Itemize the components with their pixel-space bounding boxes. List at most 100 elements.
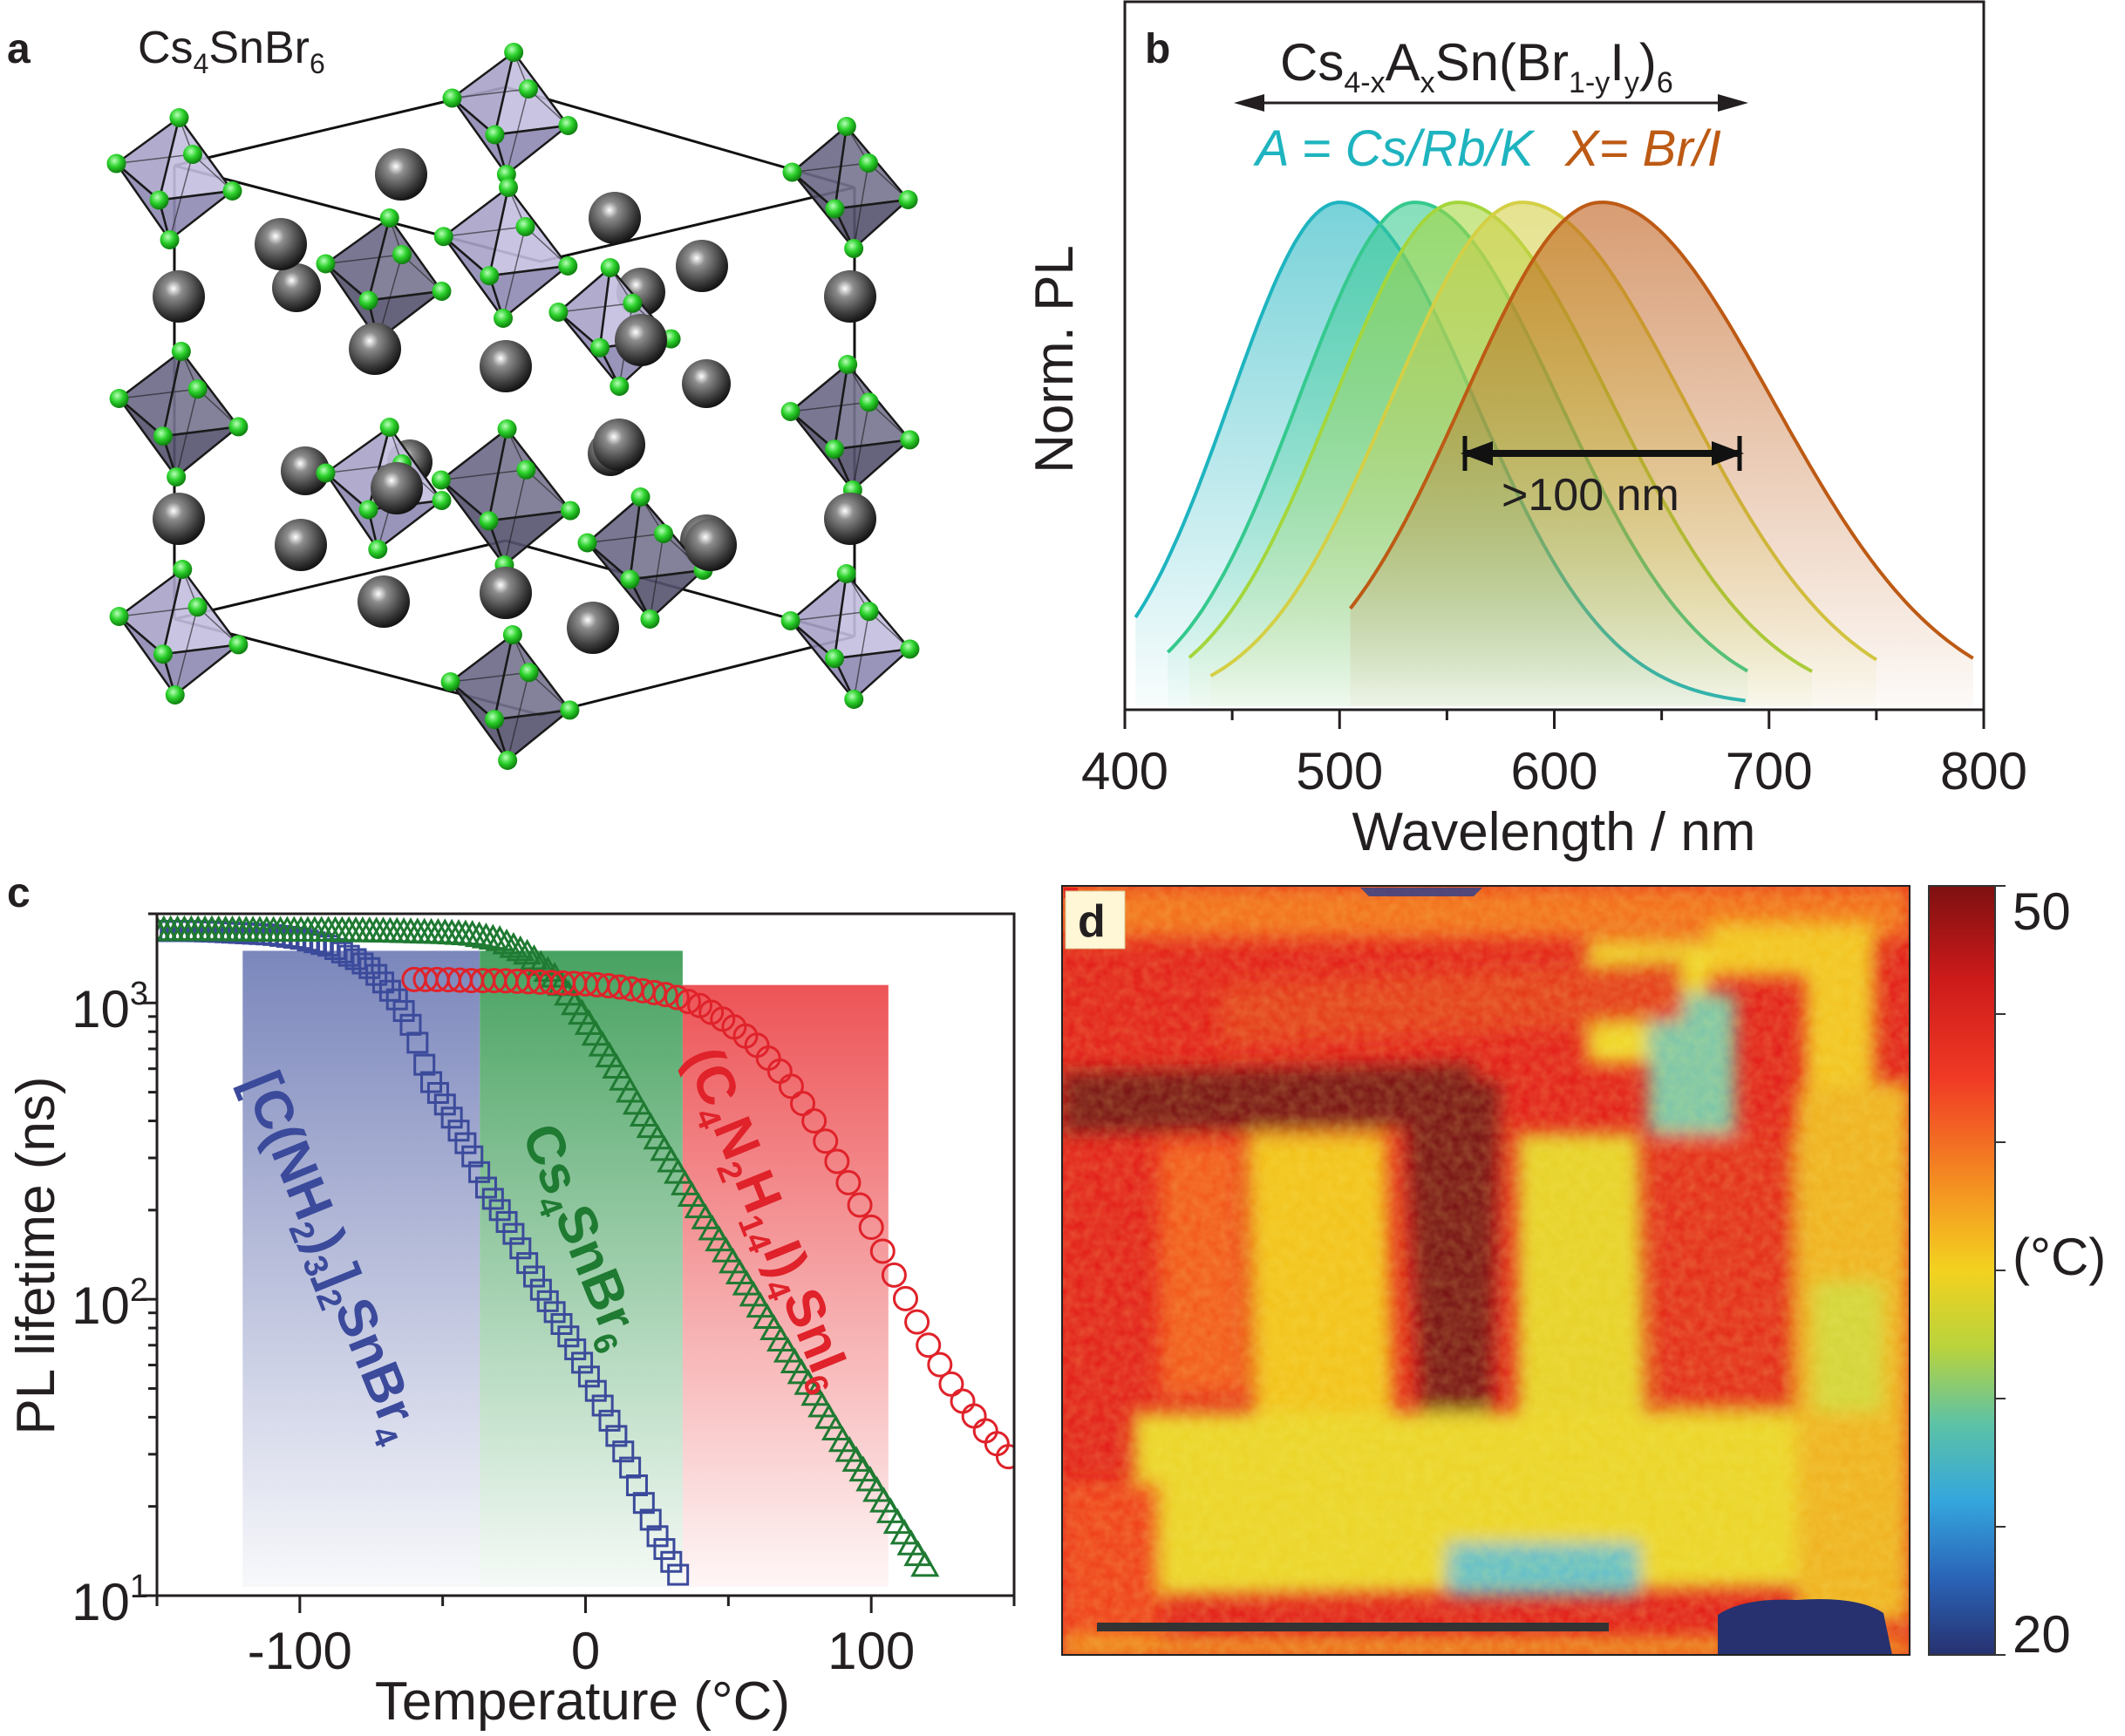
lifetime-point-triangle — [526, 950, 555, 977]
br-atom — [838, 355, 858, 374]
cs-atom — [275, 519, 327, 571]
br-atom — [630, 487, 650, 507]
lifetime-point-square — [571, 1351, 594, 1374]
cs-atom — [824, 493, 876, 545]
y-tick-label-10-2: 102 — [72, 1272, 148, 1335]
br-atom — [504, 43, 524, 62]
lifetime-point-square — [454, 1132, 477, 1154]
br-atom — [859, 153, 878, 173]
x-tick-label-500: 500 — [1296, 742, 1383, 800]
lifetime-point-square — [406, 1031, 429, 1054]
br-atom — [515, 217, 535, 236]
cs-atom — [567, 602, 619, 654]
br-atom — [590, 337, 610, 357]
x-tick-label-600: 600 — [1510, 742, 1597, 800]
br-atom — [440, 672, 460, 691]
band-triangle — [480, 950, 683, 1587]
br-atom — [610, 377, 630, 396]
br-atom — [485, 125, 505, 145]
sn-octahedron — [440, 625, 580, 770]
range-arrow-left — [1461, 441, 1493, 466]
x-tick-label-800: 800 — [1940, 742, 2027, 800]
lifetime-point-square — [653, 1538, 676, 1561]
lifetime-point-circle — [995, 1444, 1014, 1470]
br-atom — [654, 524, 673, 543]
colorbar-max-label: 50 — [2013, 882, 2071, 941]
br-atom — [165, 685, 185, 705]
lifetime-point-circle — [904, 1309, 930, 1335]
sn-octahedron — [780, 355, 920, 500]
lifetime-point-square — [577, 1365, 600, 1388]
br-atom — [169, 108, 189, 127]
br-atom — [106, 153, 126, 174]
thermal-map — [1062, 886, 1910, 1655]
br-atom — [431, 470, 451, 490]
br-atom — [825, 439, 844, 460]
lifetime-point-square — [523, 1265, 546, 1288]
br-atom — [558, 116, 578, 135]
lifetime-point-circle — [869, 1238, 896, 1264]
br-atom — [171, 342, 191, 361]
composition-arrow-left-head — [1234, 94, 1264, 112]
cs-atom — [480, 340, 532, 392]
lifetime-point-circle — [927, 1351, 953, 1378]
lifetime-point-square — [447, 1120, 470, 1142]
lifetime-point-square — [502, 1222, 525, 1245]
br-atom — [153, 426, 173, 446]
br-atom — [623, 293, 643, 313]
range-annotation: >100 nm — [1461, 436, 1744, 521]
cs-atom — [480, 567, 532, 619]
lifetime-point-square — [550, 1312, 573, 1335]
br-atom — [480, 266, 500, 286]
br-atom — [485, 710, 504, 730]
br-atom — [558, 256, 578, 276]
lifetime-point-circle — [824, 1148, 850, 1174]
lifetime-point-square — [536, 1290, 559, 1312]
lifetime-point-circle — [835, 1169, 862, 1195]
br-atom — [358, 500, 378, 520]
panel-c-axes: 101 102 103 -100 0 100 — [72, 912, 1016, 1680]
panel-letter-b: b — [1145, 26, 1170, 72]
cs-atom — [682, 359, 731, 408]
cs-atom — [281, 446, 330, 495]
y-tick-label-10-1: 101 — [72, 1569, 148, 1631]
br-atom — [442, 88, 462, 108]
br-atom — [479, 511, 499, 531]
cs-atom — [358, 575, 410, 628]
lifetime-point-square — [557, 1325, 580, 1348]
panel-b-y-title: Norm. PL — [1025, 245, 1085, 473]
band-square — [242, 950, 480, 1587]
cs-atom — [349, 323, 401, 375]
br-atom — [173, 560, 193, 579]
br-atom — [222, 181, 242, 201]
lifetime-point-circle — [881, 1262, 907, 1288]
lifetime-point-square — [612, 1440, 635, 1463]
br-atom — [497, 419, 517, 439]
cs-atom — [153, 270, 205, 323]
lifetime-point-square — [426, 1081, 449, 1104]
lifetime-point-triangle — [499, 931, 528, 958]
y-tick-label-10-3: 103 — [72, 976, 148, 1038]
lifetime-point-circle — [892, 1285, 918, 1311]
lifetime-point-circle — [652, 982, 678, 1008]
br-atom — [153, 644, 173, 664]
br-atom — [825, 199, 845, 219]
lifetime-point-circle — [858, 1215, 884, 1241]
lifetime-point-triangle — [471, 922, 501, 949]
sn-octahedron — [106, 108, 242, 249]
br-atom — [379, 418, 399, 437]
lifetime-point-circle — [916, 1332, 942, 1358]
panel-c-y-title: PL lifetime (ns) — [6, 1076, 66, 1434]
lifetime-point-circle — [938, 1371, 964, 1397]
br-atom — [502, 625, 522, 644]
lifetime-point-square — [639, 1508, 662, 1531]
cs-atom — [375, 148, 427, 201]
lifetime-point-square — [433, 1093, 456, 1116]
lifetime-point-square — [385, 988, 408, 1011]
lifetime-point-square — [317, 935, 340, 957]
cs-atom — [593, 419, 645, 471]
lifetime-point-square — [509, 1237, 532, 1260]
sn-octahedron — [109, 342, 249, 487]
sn-octahedron — [780, 564, 920, 709]
br-atom — [519, 79, 538, 99]
